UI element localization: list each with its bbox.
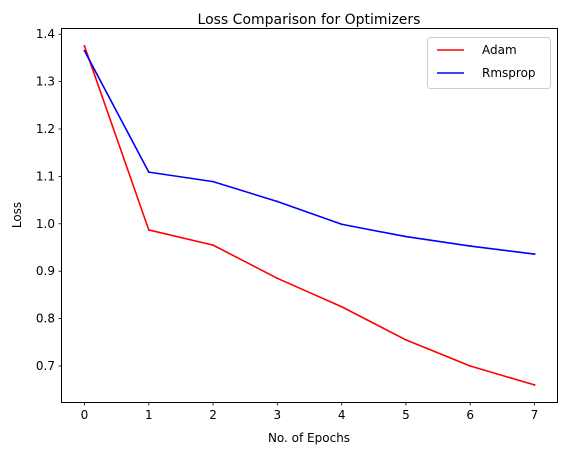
x-tick-label: 4 [338, 408, 346, 422]
x-axis: 0 1 2 3 4 5 6 7 [81, 402, 539, 422]
y-tick-label: 1.4 [36, 27, 55, 41]
legend-label-adam: Adam [482, 43, 517, 57]
data-point-rmsprop-3 [276, 200, 279, 203]
series-line-adam [83, 45, 536, 386]
data-point-adam-0 [83, 45, 86, 47]
y-axis-label: Loss [10, 202, 24, 228]
y-tick-label: 1.1 [36, 169, 55, 183]
x-tick-label: 0 [81, 408, 89, 422]
data-point-rmsprop-6 [469, 245, 472, 247]
data-point-adam-4 [340, 305, 343, 308]
x-tick-label: 2 [209, 408, 217, 422]
y-tick-label: 0.8 [36, 312, 55, 326]
data-point-rmsprop-2 [212, 180, 214, 183]
data-point-rmsprop-0 [83, 49, 86, 52]
plot-frame [61, 28, 558, 403]
data-point-adam-2 [212, 244, 214, 247]
x-axis-label: No. of Epochs [268, 431, 350, 445]
data-point-adam-7 [533, 384, 536, 386]
legend: Adam Rmsprop [427, 37, 551, 89]
y-axis: 0.7 0.8 0.9 1.0 1.1 1.2 1.3 1.4 [36, 27, 62, 373]
series-lines [83, 45, 536, 386]
series-line-rmsprop [83, 49, 536, 256]
y-tick-label: 1.0 [36, 217, 55, 231]
data-point-rmsprop-1 [147, 171, 150, 174]
data-point-rmsprop-7 [533, 253, 536, 256]
data-point-adam-6 [469, 365, 472, 367]
x-tick-label: 7 [531, 408, 539, 422]
data-point-adam-1 [147, 229, 150, 231]
chart-title: Loss Comparison for Optimizers [198, 12, 421, 28]
y-tick-label: 1.2 [36, 122, 55, 136]
data-point-rmsprop-5 [405, 235, 407, 238]
x-tick-label: 3 [274, 408, 282, 422]
data-point-adam-5 [405, 339, 407, 341]
x-tick-label: 6 [466, 408, 474, 422]
x-tick-label: 5 [402, 408, 410, 422]
x-tick-label: 1 [145, 408, 153, 422]
legend-label-rmsprop: Rmsprop [482, 66, 536, 80]
data-point-adam-3 [276, 277, 279, 280]
y-tick-label: 1.3 [36, 75, 55, 89]
data-point-rmsprop-4 [340, 223, 343, 226]
y-tick-label: 0.9 [36, 264, 55, 278]
y-tick-label: 0.7 [36, 359, 55, 373]
